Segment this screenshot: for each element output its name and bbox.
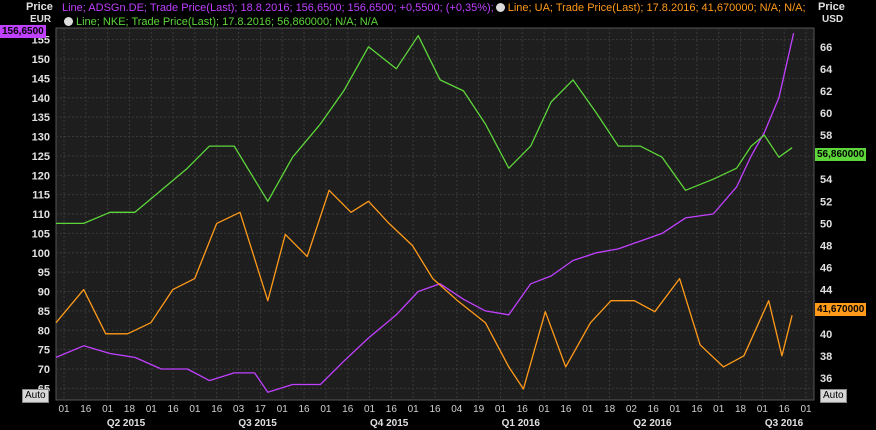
- ads-last-price-tag: 156,6500: [0, 25, 46, 38]
- right-tick-label: 64: [820, 64, 833, 76]
- right-tick-label: 54: [820, 174, 833, 186]
- x-tick-label: 16: [779, 404, 791, 415]
- x-tick-label: 01: [713, 404, 725, 415]
- right-tick-label: 60: [820, 108, 832, 120]
- quarter-label: Q1 2016: [502, 418, 541, 429]
- x-tick-label: 01: [539, 404, 551, 415]
- right-tick-label: 38: [820, 351, 832, 363]
- right-tick-label: 36: [820, 373, 832, 385]
- left-tick-label: 100: [32, 248, 50, 260]
- left-tick-label: 115: [32, 190, 50, 202]
- x-tick-label: 01: [495, 404, 507, 415]
- clock-icon: [495, 3, 505, 12]
- x-tick-label: 17: [255, 404, 267, 415]
- quarter-label: Q3 2016: [765, 418, 804, 429]
- right-axis-auto-button[interactable]: Auto: [820, 389, 847, 403]
- x-tick-label: 16: [80, 404, 92, 415]
- legend-ua-text: Line; UA; Trade Price(Last); 17.8.2016; …: [507, 2, 806, 14]
- x-tick-label: 04: [451, 404, 463, 415]
- legend-nke-text: Line; NKE; Trade Price(Last); 17.8.2016;…: [76, 16, 379, 28]
- left-tick-label: 130: [32, 132, 50, 144]
- x-tick-label: 16: [211, 404, 223, 415]
- right-tick-label: 48: [820, 240, 832, 252]
- right-axis-title: Price: [818, 1, 845, 13]
- right-axis-unit: USD: [822, 14, 844, 25]
- right-tick-label: 52: [820, 196, 832, 208]
- x-tick-label: 01: [582, 404, 594, 415]
- left-tick-label: 85: [38, 306, 50, 318]
- left-tick-label: 150: [32, 54, 50, 66]
- right-tick-label: 46: [820, 263, 832, 275]
- left-tick-label: 75: [38, 345, 50, 357]
- x-tick-label: 16: [517, 404, 529, 415]
- right-tick-label: 50: [820, 218, 832, 230]
- x-tick-label: 16: [386, 404, 398, 415]
- nke-last-price-tag: 56,860000: [815, 148, 867, 161]
- x-tick-label: 18: [735, 404, 747, 415]
- ua-last-price-tag: 41,670000: [815, 303, 867, 316]
- x-tick-label: 01: [146, 404, 158, 415]
- left-tick-label: 70: [38, 364, 50, 376]
- left-tick-label: 135: [32, 112, 50, 124]
- x-tick-label: 01: [800, 404, 812, 415]
- series-line-nke: [56, 35, 793, 225]
- x-tick-label: 01: [189, 404, 201, 415]
- x-tick-label: 01: [757, 404, 769, 415]
- left-tick-label: 140: [32, 93, 50, 105]
- x-tick-label: 18: [124, 404, 136, 415]
- right-tick-label: 58: [820, 130, 832, 142]
- right-tick-label: 40: [820, 329, 832, 341]
- left-tick-label: 90: [38, 287, 50, 299]
- right-tick-label: 62: [820, 86, 832, 98]
- x-tick-label: 01: [320, 404, 332, 415]
- left-tick-label: 125: [32, 151, 50, 163]
- left-axis-title: Price: [26, 1, 53, 13]
- left-tick-label: 95: [38, 267, 50, 279]
- x-tick-label: 16: [298, 404, 310, 415]
- x-tick-label: 18: [604, 404, 616, 415]
- series-line-adsgnde: [55, 33, 795, 393]
- x-tick-label: 03: [233, 404, 245, 415]
- quarter-label: Q3 2015: [238, 418, 277, 429]
- x-tick-label: 16: [560, 404, 572, 415]
- x-tick-label: 01: [58, 404, 70, 415]
- left-tick-label: 105: [32, 228, 50, 240]
- quarter-label: Q2 2016: [633, 418, 672, 429]
- x-tick-label: 01: [408, 404, 420, 415]
- x-tick-label: 16: [648, 404, 660, 415]
- series-line-ua: [55, 189, 793, 390]
- left-tick-label: 120: [32, 170, 50, 182]
- left-tick-label: 145: [32, 73, 50, 85]
- x-tick-label: 19: [473, 404, 485, 415]
- x-tick-label: 02: [626, 404, 638, 415]
- right-tick-label: 66: [820, 42, 832, 54]
- legend-row-1: Line; ADSGn.DE; Trade Price(Last); 18.8.…: [62, 2, 806, 14]
- right-tick-label: 44: [820, 285, 833, 297]
- x-tick-label: 01: [669, 404, 681, 415]
- left-tick-label: 80: [38, 325, 50, 337]
- left-tick-label: 110: [32, 209, 50, 221]
- x-tick-label: 01: [277, 404, 289, 415]
- x-tick-label: 16: [342, 404, 354, 415]
- quarter-label: Q2 2015: [107, 418, 146, 429]
- x-tick-label: 16: [429, 404, 441, 415]
- x-tick-label: 16: [691, 404, 703, 415]
- clock-icon: [64, 17, 73, 26]
- legend-ads-text: Line; ADSGn.DE; Trade Price(Last); 18.8.…: [62, 2, 494, 14]
- x-tick-label: 01: [102, 404, 114, 415]
- x-tick-label: 01: [364, 404, 376, 415]
- x-tick-label: 16: [168, 404, 180, 415]
- quarter-label: Q4 2015: [370, 418, 409, 429]
- legend-row-2: Line; NKE; Trade Price(Last); 17.8.2016;…: [62, 16, 378, 28]
- left-axis-unit: EUR: [30, 14, 52, 25]
- left-axis-auto-button[interactable]: Auto: [22, 389, 49, 403]
